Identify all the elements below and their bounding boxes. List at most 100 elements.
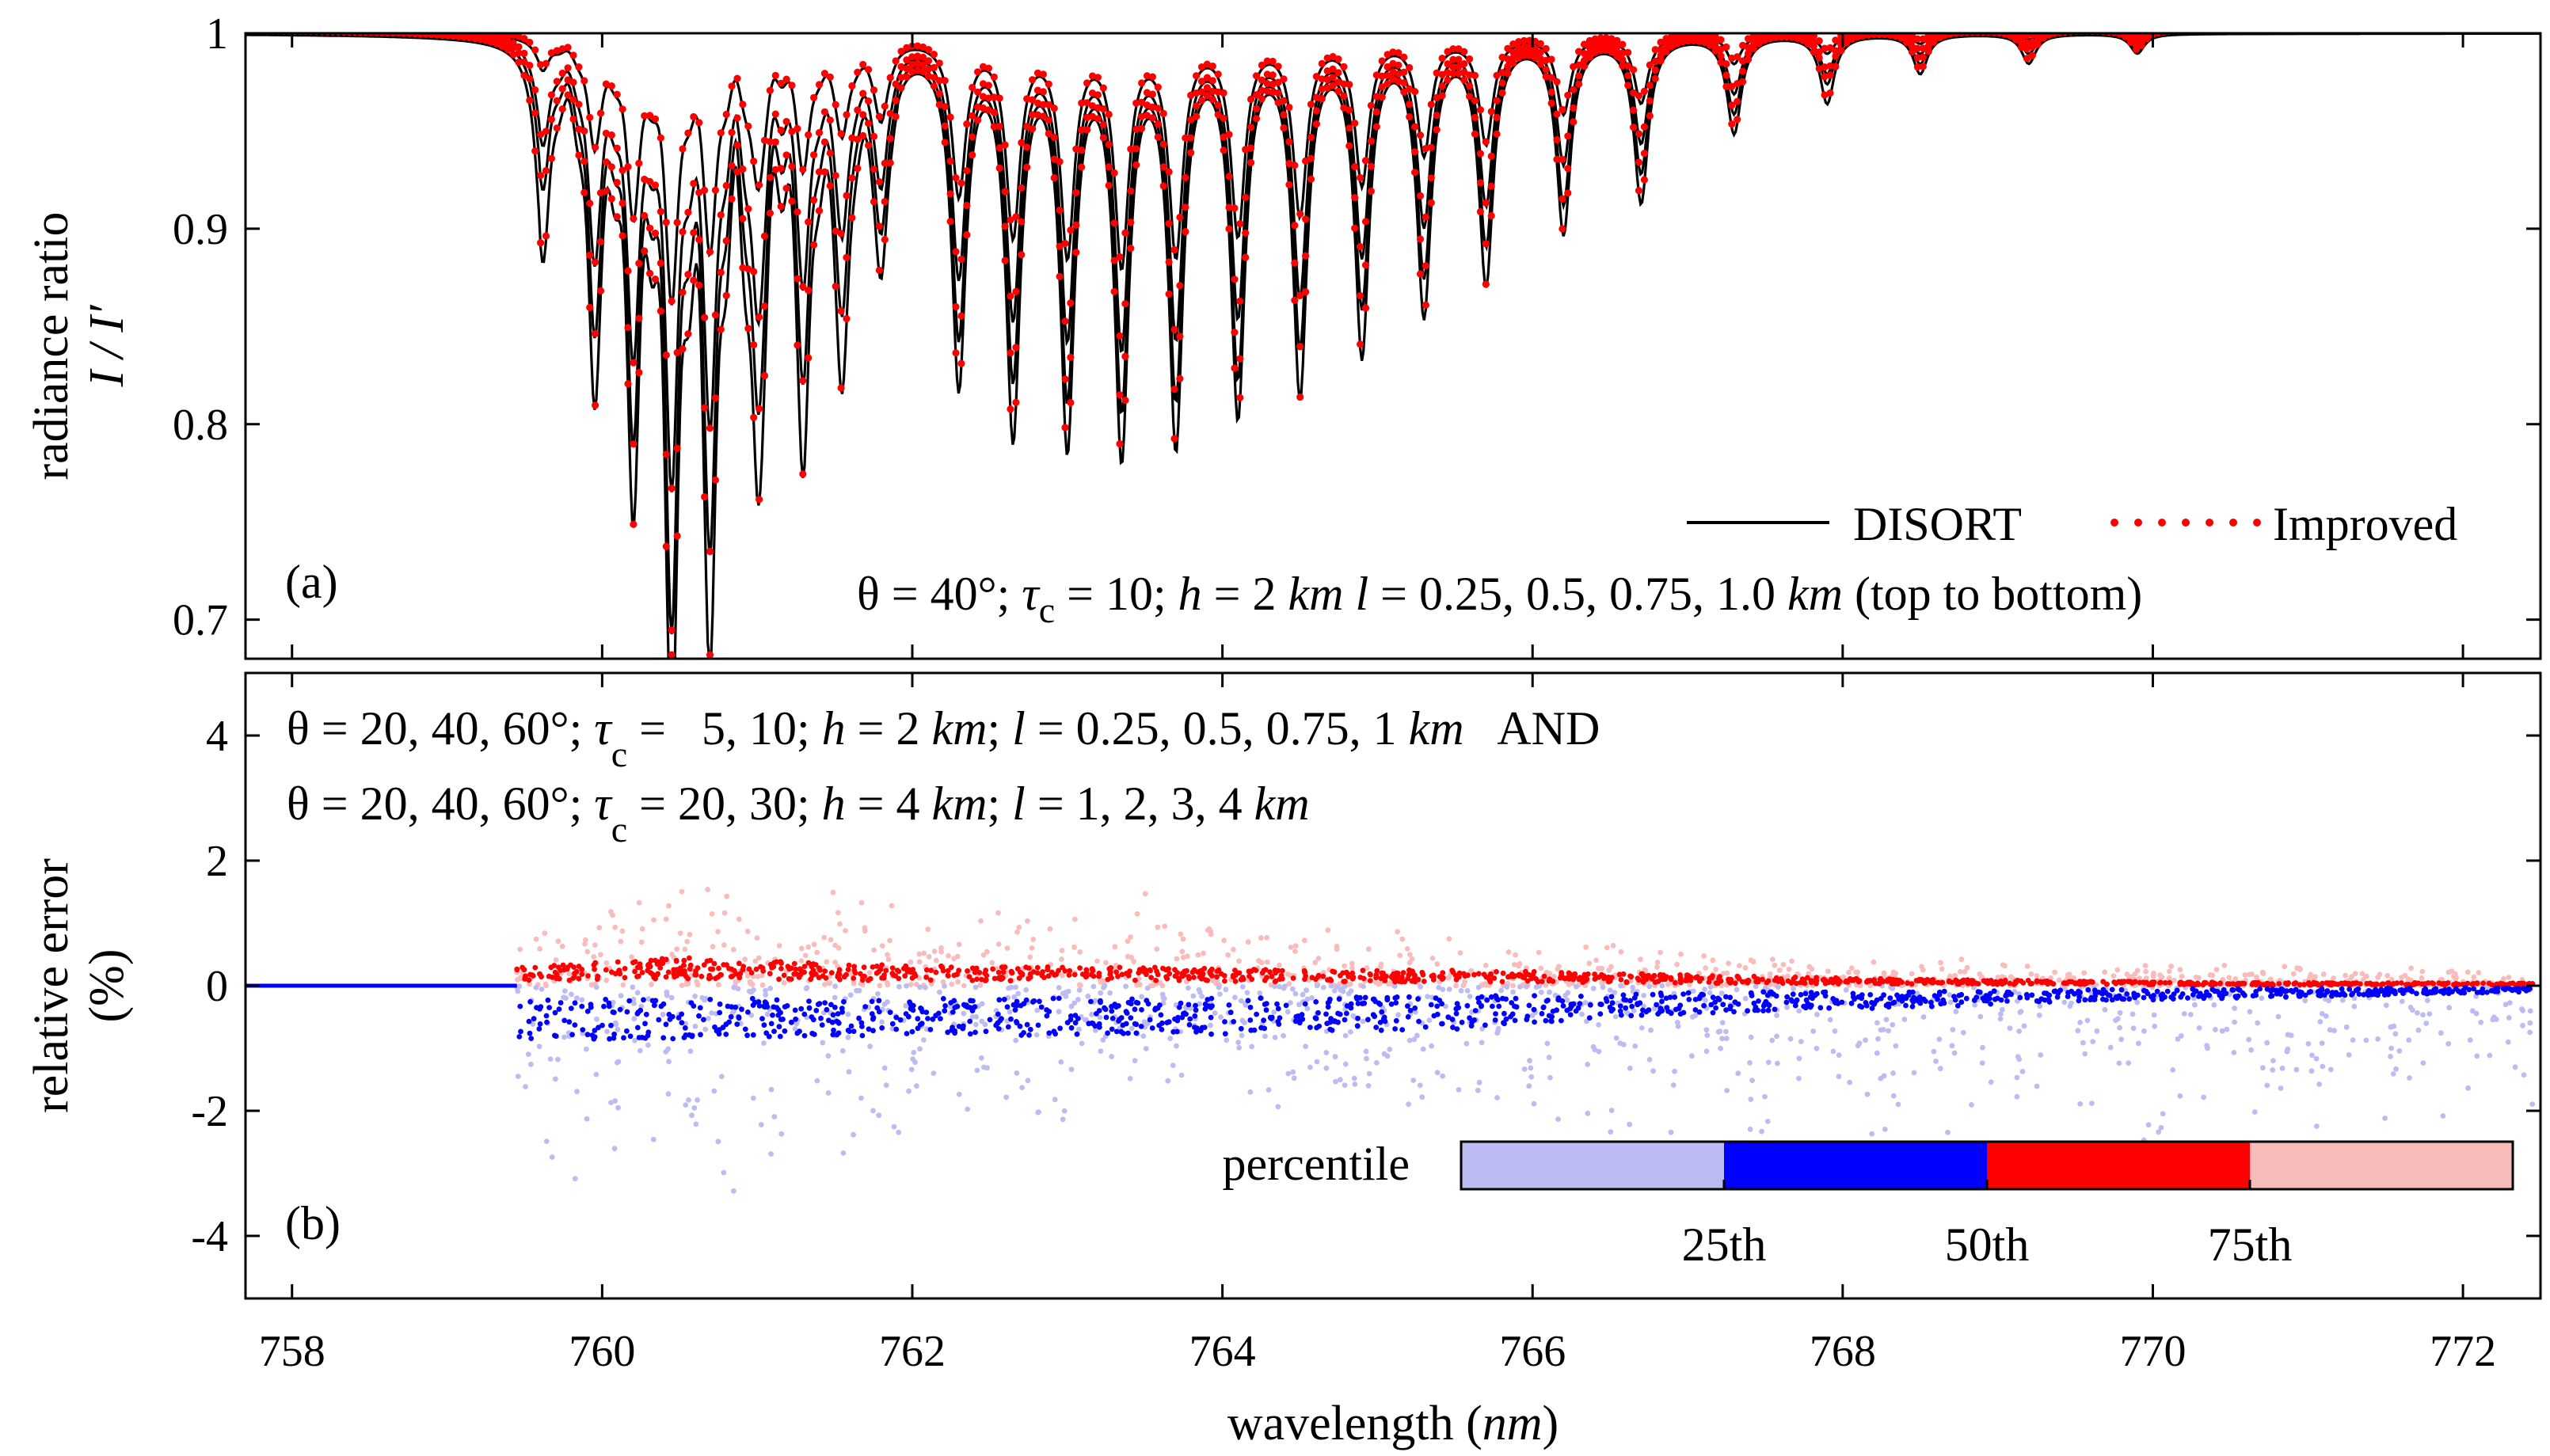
improved-point-0-251 (1613, 36, 1621, 44)
improved-point-3-129 (946, 218, 954, 226)
scatter-point-0-232 (1703, 1027, 1710, 1033)
improved-point-3-82 (690, 276, 698, 284)
scatter-point-2-809 (576, 975, 582, 982)
improved-point-2-288 (1815, 54, 1823, 62)
improved-point-1-192 (1291, 222, 1299, 230)
scatter-point-0-290 (1933, 1059, 1939, 1064)
scatter-point-0-419 (1314, 1059, 1320, 1065)
scatter-point-0-210 (1764, 1119, 1771, 1124)
improved-point-2-57 (553, 97, 561, 105)
improved-point-2-85 (706, 547, 714, 556)
scatter-point-3-869 (2232, 976, 2239, 982)
scatter-point-2-382 (657, 965, 664, 971)
scatter-point-2-1072 (905, 968, 912, 975)
scatter-point-0-772 (1796, 1055, 1802, 1062)
improved-point-2-166 (1148, 103, 1156, 111)
improved-point-0-274 (1739, 41, 1747, 50)
scatter-point-0-263 (615, 1059, 622, 1065)
scatter-point-3-540 (1806, 964, 1813, 970)
scatter-point-1-84 (584, 1009, 591, 1014)
improved-point-2-81 (684, 271, 692, 279)
scatter-point-1-219 (1673, 1006, 1679, 1013)
scatter-point-2-651 (939, 964, 946, 971)
scatter-point-0-314 (2113, 1017, 2118, 1024)
improved-point-2-58 (558, 85, 566, 93)
improved-point-0-89 (728, 82, 736, 90)
improved-point-2-59 (564, 76, 572, 84)
scatter-point-0-199 (2505, 1039, 2511, 1045)
scatter-point-0-170 (1429, 1043, 1434, 1049)
improved-point-1-89 (728, 128, 736, 136)
improved-point-0-218 (1433, 69, 1441, 77)
scatter-point-0-26 (1061, 1108, 1068, 1114)
scatter-point-0-101 (1342, 1082, 1348, 1088)
scatter-point-3-331 (1180, 936, 1186, 942)
scatter-point-2-601 (1357, 975, 1364, 980)
improved-point-2-214 (1411, 148, 1419, 156)
scatter-point-2-311 (1007, 978, 1014, 984)
scatter-point-2-1056 (2194, 980, 2201, 987)
improved-point-2-254 (1630, 106, 1638, 114)
scatter-point-0-846 (1249, 1044, 1255, 1050)
improved-point-3-261 (1668, 43, 1676, 51)
improved-point-2-221 (1449, 63, 1457, 71)
improved-point-1-212 (1400, 68, 1408, 76)
ann-a-h: h (1178, 568, 1202, 620)
scatter-point-3-787 (2137, 975, 2142, 982)
scatter-point-3-567 (938, 945, 944, 951)
improved-point-0-85 (706, 248, 714, 256)
scatter-point-2-919 (912, 971, 918, 977)
improved-point-2-66 (602, 158, 611, 166)
scatter-point-0-597 (2529, 1101, 2536, 1107)
improved-point-1-238 (1542, 56, 1550, 64)
improved-point-1-178 (1214, 88, 1222, 96)
improved-point-0-403 (2444, 26, 2451, 33)
scatter-point-3-384 (805, 944, 812, 950)
scatter-point-3-323 (1245, 939, 1251, 945)
improved-point-1-232 (1509, 48, 1517, 56)
improved-point-3-284 (1794, 34, 1802, 43)
improved-point-0-189 (1274, 63, 1282, 70)
improved-point-3-239 (1547, 99, 1555, 107)
improved-point-2-142 (1018, 218, 1026, 226)
scatter-point-0-30 (1874, 1020, 1880, 1026)
scatter-point-3-601 (1349, 965, 1355, 971)
scatter-point-2-870 (558, 967, 564, 973)
scatter-point-1-233 (1336, 996, 1342, 1002)
scatter-point-0-600 (547, 1056, 554, 1062)
improved-point-3-209 (1383, 80, 1391, 88)
scatter-point-0-612 (2506, 1000, 2513, 1006)
scatter-point-2-704 (1214, 974, 1220, 980)
improved-point-3-186 (1258, 95, 1265, 103)
scatter-point-2-404 (2157, 980, 2163, 986)
scatter-point-0-785 (1517, 984, 1523, 990)
scatter-point-2-940 (1928, 977, 1935, 983)
scatter-point-0-739 (1960, 1029, 1966, 1036)
improved-point-0-253 (1624, 48, 1632, 56)
improved-point-3-118 (886, 159, 894, 167)
scatter-point-2-770 (2378, 982, 2384, 988)
scatter-point-1-262 (592, 1028, 598, 1033)
improved-point-0-230 (1498, 53, 1506, 61)
improved-point-1-214 (1411, 123, 1419, 131)
improved-point-0-418 (2526, 26, 2533, 33)
scatter-point-0-743 (2107, 1044, 2114, 1051)
improved-point-2-195 (1307, 154, 1315, 162)
scatter-point-0-899 (1170, 1063, 1176, 1068)
scatter-point-3-632 (837, 921, 843, 927)
scatter-point-1-237 (777, 1033, 783, 1040)
improved-point-1-98 (777, 126, 785, 135)
improved-point-3-222 (1455, 70, 1463, 78)
improved-point-3-216 (1422, 301, 1429, 309)
scatter-point-2-1000 (1262, 967, 1269, 973)
scatter-point-0-500 (1689, 1053, 1695, 1059)
improved-point-3-228 (1487, 211, 1495, 220)
scatter-point-2-952 (1083, 974, 1089, 980)
ann-a-tau-rest: = 10; (1055, 568, 1178, 620)
scatter-point-2-571 (945, 972, 951, 979)
scatter-point-2-427 (530, 973, 536, 979)
scatter-point-0-468 (515, 1074, 521, 1079)
scatter-point-3-773 (2221, 963, 2228, 968)
improved-point-2-169 (1165, 258, 1173, 266)
improved-point-3-93 (750, 413, 758, 421)
